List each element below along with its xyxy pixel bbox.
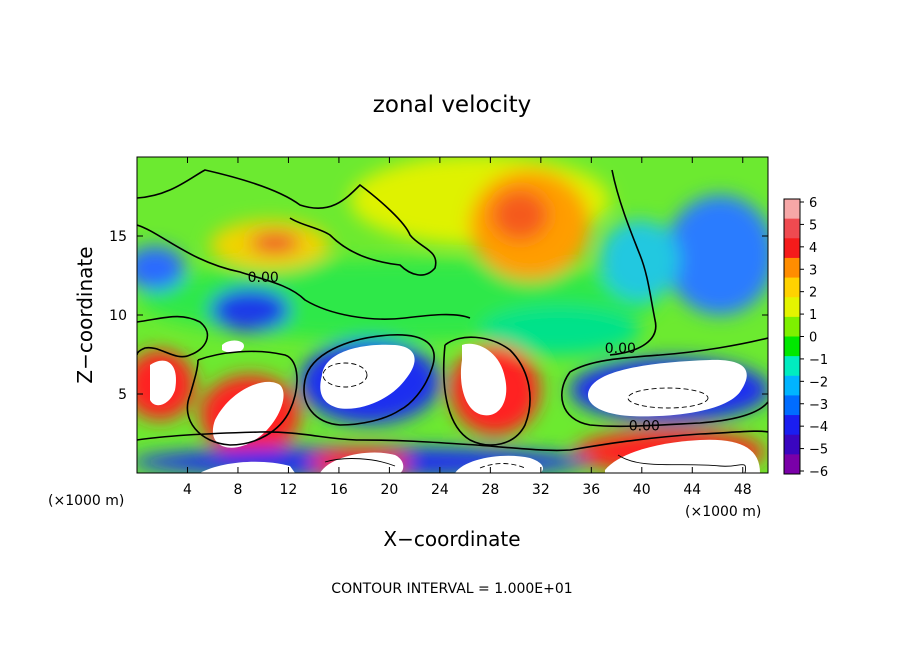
colorbar-swatch — [784, 434, 800, 455]
colorbar: 6 5 4 3 2 1 0 −1 −2 −3 −4 −5 −6 — [783, 196, 828, 480]
saturated-regions — [150, 340, 760, 473]
region-red-top — [492, 190, 548, 240]
white-region-center-left — [212, 381, 284, 448]
y-tick-label: 5 — [118, 387, 127, 403]
contour-label: 0.00 — [605, 341, 636, 357]
colorbar-tick-label: −2 — [809, 375, 828, 390]
contour-lines — [137, 169, 768, 473]
colorbar-swatch — [784, 395, 800, 416]
zero-contour-upper-left — [137, 224, 471, 320]
colorbar-swatch — [784, 218, 800, 239]
x-tick-label: 44 — [683, 482, 701, 498]
colorbar-tick-label: −4 — [809, 420, 828, 435]
x-tick-label: 12 — [280, 482, 298, 498]
contour-label: 0.00 — [248, 270, 279, 286]
region-blue-right-top — [665, 195, 768, 315]
colorbar-tick-label: 6 — [809, 196, 817, 211]
colorbar-swatch — [784, 316, 800, 337]
contour-labels: 0.00 0.00 0.00 — [248, 270, 660, 435]
colorbar-tick-label: −6 — [809, 465, 828, 480]
y-axis-label: Z−coordinate — [73, 246, 97, 383]
contour-bottom-right-thin — [617, 454, 747, 473]
colorbar-tick-label: −5 — [809, 443, 828, 458]
plot-area: 0.00 0.00 0.00 — [137, 157, 768, 473]
y-tick-label: 15 — [109, 229, 127, 245]
x-tick-label: 20 — [380, 482, 398, 498]
colorbar-swatch — [784, 415, 800, 436]
colorbar-swatch — [784, 238, 800, 259]
x-tick-label: 28 — [481, 482, 499, 498]
colorbar-swatch — [784, 336, 800, 357]
white-region-bottom-3 — [455, 455, 543, 473]
white-region-bottom-right — [605, 439, 760, 473]
dashed-contour-bottom — [479, 463, 526, 469]
y-axis: 5 10 15 — [109, 229, 768, 403]
contour-bottom-center-thin — [324, 458, 396, 467]
white-region-bottom-2 — [320, 452, 404, 473]
colorbar-tick-label: 3 — [809, 263, 817, 278]
x-tick-label: 48 — [734, 482, 752, 498]
x-tick-label: 8 — [233, 482, 242, 498]
x-tick-label: 32 — [532, 482, 550, 498]
colorbar-swatch — [784, 454, 800, 475]
zero-contour-center-left — [186, 350, 298, 446]
region-cyan-right — [600, 220, 680, 300]
zero-contour-center-right — [442, 336, 531, 446]
colorbar-swatch — [784, 199, 800, 220]
zero-contour-right-vertical — [609, 169, 657, 356]
x-unit-right: (×1000 m) — [685, 504, 761, 520]
zero-contour-lower — [137, 430, 768, 452]
colorbar-swatch — [784, 356, 800, 377]
white-region-left — [150, 360, 176, 406]
region-red-left-top — [250, 233, 300, 253]
x-tick-label: 4 — [183, 482, 192, 498]
region-blue-center-left — [210, 288, 290, 332]
colorbar-tick-label: 0 — [809, 331, 817, 346]
zero-contour-upper — [137, 169, 437, 276]
x-tick-label: 24 — [431, 482, 449, 498]
white-region-center-right — [460, 343, 507, 416]
region-green-teal — [480, 305, 640, 355]
contour-label: 0.00 — [629, 418, 660, 434]
colorbar-tick-label: −3 — [809, 398, 828, 413]
white-region-center — [320, 344, 415, 409]
x-axis: 4 8 12 16 20 24 28 32 36 40 44 48 — [183, 157, 752, 498]
colorbar-tick-label: −1 — [809, 353, 828, 368]
colorbar-tick-label: 5 — [809, 218, 817, 233]
region-blue-left-top — [137, 246, 185, 290]
x-tick-label: 36 — [582, 482, 600, 498]
colorbar-tick-label: 4 — [809, 241, 817, 256]
colorbar-swatch — [784, 277, 800, 298]
colorbar-swatch — [784, 257, 800, 279]
y-tick-label: 10 — [109, 308, 127, 324]
contour-interval-note: CONTOUR INTERVAL = 1.000E+01 — [331, 581, 572, 597]
white-region-right — [587, 359, 747, 417]
x-tick-label: 16 — [330, 482, 348, 498]
dashed-contour-right — [627, 387, 709, 409]
x-tick-label: 40 — [633, 482, 651, 498]
white-region-bottom-1 — [200, 461, 295, 473]
chart-title: zonal velocity — [373, 92, 531, 118]
zero-contour-right — [561, 337, 768, 428]
colorbar-swatch — [784, 375, 800, 396]
white-region-small — [222, 340, 244, 353]
zero-contour-center — [303, 334, 435, 426]
x-axis-label: X−coordinate — [383, 527, 520, 551]
colorbar-swatch — [784, 297, 800, 318]
colorbar-tick-label: 1 — [809, 308, 817, 323]
colorbar-tick-label: 2 — [809, 286, 817, 301]
zero-contour-middle — [137, 315, 209, 358]
dashed-contour-center — [322, 362, 368, 388]
x-unit-left: (×1000 m) — [48, 493, 124, 509]
